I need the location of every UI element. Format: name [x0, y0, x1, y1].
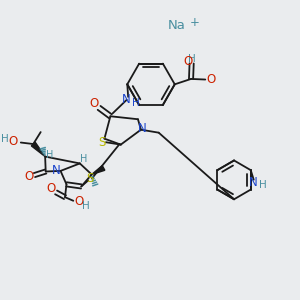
Text: O: O [24, 170, 33, 183]
Text: +: + [190, 16, 200, 29]
Text: H: H [132, 98, 140, 108]
Text: S: S [99, 136, 106, 149]
Text: H: H [82, 200, 90, 211]
Text: O: O [206, 73, 215, 86]
Text: H: H [188, 54, 196, 64]
Polygon shape [92, 166, 105, 175]
Text: H: H [259, 180, 266, 190]
Text: N: N [138, 122, 147, 135]
Text: N: N [122, 93, 131, 106]
Text: S: S [86, 172, 93, 185]
Text: N: N [249, 176, 258, 189]
Text: O: O [89, 97, 99, 110]
Text: H: H [46, 150, 53, 160]
Polygon shape [31, 142, 45, 157]
Text: O: O [8, 135, 18, 148]
Text: H: H [80, 154, 87, 164]
Text: N: N [52, 164, 61, 177]
Text: Na: Na [167, 19, 185, 32]
Text: H: H [1, 134, 9, 144]
Text: O: O [75, 196, 84, 208]
Text: O: O [184, 55, 193, 68]
Text: O: O [46, 182, 56, 195]
